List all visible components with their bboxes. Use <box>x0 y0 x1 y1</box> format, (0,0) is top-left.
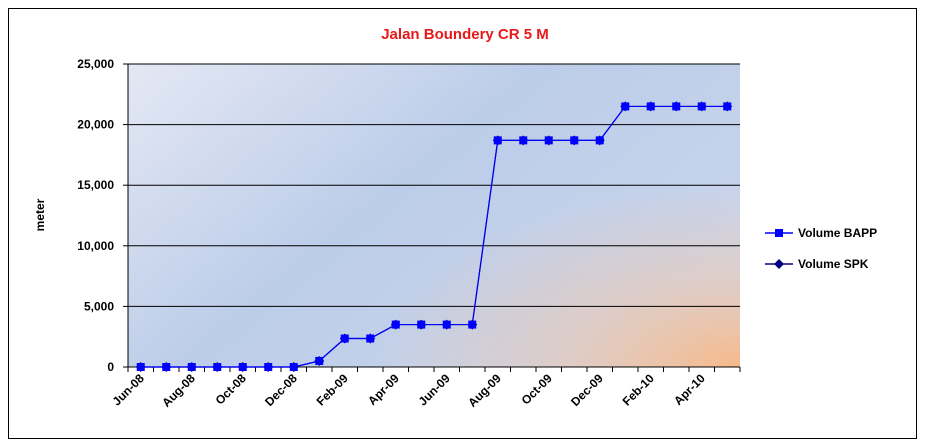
point <box>468 320 477 329</box>
y-tick-label: 5,000 <box>84 299 114 313</box>
legend-label: Volume SPK <box>798 257 869 271</box>
point <box>493 136 502 145</box>
y-tick-label: 20,000 <box>77 118 114 132</box>
point <box>136 363 145 371</box>
y-tick-label: 0 <box>107 360 114 374</box>
point <box>723 102 732 111</box>
point <box>366 334 375 343</box>
point <box>264 363 273 371</box>
y-tick-label: 15,000 <box>77 178 114 192</box>
point <box>238 363 247 371</box>
point <box>162 363 171 371</box>
point <box>315 356 324 365</box>
y-axis-label: meter <box>33 198 47 231</box>
point <box>289 363 298 371</box>
point <box>697 102 706 111</box>
series-line <box>140 105 728 368</box>
legend-label: Volume BAPP <box>798 226 877 240</box>
y-tick-label: 25,000 <box>77 57 114 71</box>
point <box>621 102 630 111</box>
point <box>570 136 579 145</box>
legend-marker <box>774 259 784 269</box>
point <box>544 136 553 145</box>
point <box>187 363 196 371</box>
point <box>646 102 655 111</box>
point <box>340 334 349 343</box>
point <box>391 320 400 329</box>
point <box>672 102 681 111</box>
point <box>595 136 604 145</box>
point <box>417 320 426 329</box>
plot-glow <box>128 64 740 367</box>
legend-marker <box>775 229 783 237</box>
chart-title: Jalan Boundery CR 5 M <box>381 26 549 43</box>
point <box>213 363 222 371</box>
y-tick-label: 10,000 <box>77 239 114 253</box>
point <box>519 136 528 145</box>
point <box>442 320 451 329</box>
